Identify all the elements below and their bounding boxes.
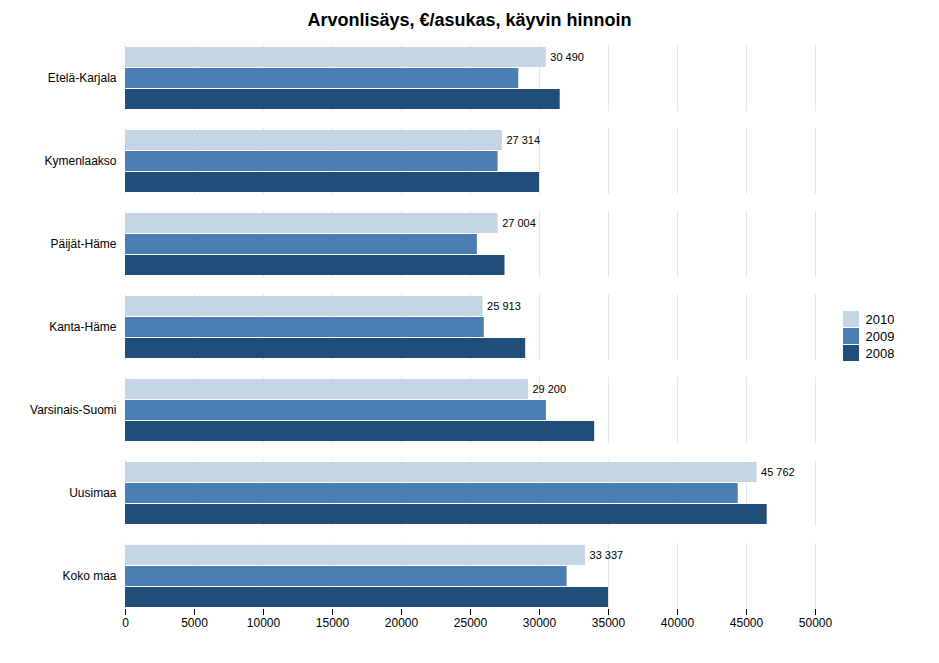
svg-text:33 337: 33 337 xyxy=(590,549,624,561)
svg-text:20000: 20000 xyxy=(385,616,419,630)
svg-text:27 004: 27 004 xyxy=(502,217,536,229)
svg-text:30 490: 30 490 xyxy=(550,51,584,63)
svg-text:Päijät-Häme: Päijät-Häme xyxy=(50,237,116,251)
svg-text:Koko maa: Koko maa xyxy=(62,569,116,583)
svg-text:Uusimaa: Uusimaa xyxy=(69,486,117,500)
svg-text:0: 0 xyxy=(122,616,129,630)
svg-text:25000: 25000 xyxy=(454,616,488,630)
svg-text:Varsinais-Suomi: Varsinais-Suomi xyxy=(30,403,116,417)
svg-text:29 200: 29 200 xyxy=(532,383,566,395)
svg-text:Etelä-Karjala: Etelä-Karjala xyxy=(48,71,117,85)
html-text:Arvonlisäys, €/asukas, käyvin: Arvonlisäys, €/asukas, käyvin hinnoin xyxy=(307,10,632,30)
svg-text:Kymenlaakso: Kymenlaakso xyxy=(44,154,116,168)
svg-text:50000: 50000 xyxy=(799,616,833,630)
svg-text:10000: 10000 xyxy=(247,616,281,630)
svg-text:15000: 15000 xyxy=(316,616,350,630)
svg-text:35000: 35000 xyxy=(592,616,626,630)
svg-text:30000: 30000 xyxy=(523,616,557,630)
svg-text:25 913: 25 913 xyxy=(487,300,521,312)
svg-text:45 762: 45 762 xyxy=(761,466,795,478)
html-text:2008: 2008 xyxy=(865,345,895,361)
svg-text:27 314: 27 314 xyxy=(506,134,540,146)
html-text:2010: 2010 xyxy=(865,311,895,327)
html-text:2009: 2009 xyxy=(865,328,895,344)
svg-text:5000: 5000 xyxy=(181,616,208,630)
svg-text:40000: 40000 xyxy=(661,616,695,630)
svg-text:45000: 45000 xyxy=(730,616,764,630)
svg-text:Kanta-Häme: Kanta-Häme xyxy=(49,320,117,334)
